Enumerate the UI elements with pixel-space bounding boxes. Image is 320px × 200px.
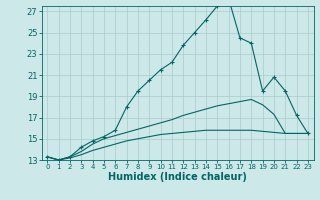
X-axis label: Humidex (Indice chaleur): Humidex (Indice chaleur): [108, 172, 247, 182]
